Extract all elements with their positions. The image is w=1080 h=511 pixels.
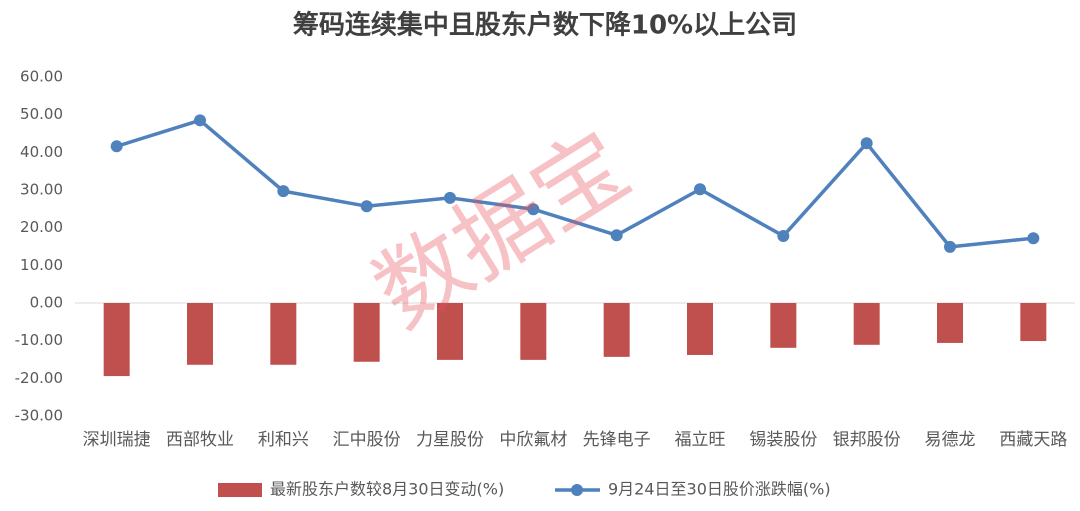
x-tick-label: 先锋电子 xyxy=(583,430,651,450)
line xyxy=(116,118,1034,249)
line-point xyxy=(944,240,956,253)
x-tick-label: 中欣氟材 xyxy=(499,430,567,450)
x-tick-label: 利和兴 xyxy=(258,430,309,450)
y-tick-label: 40.00 xyxy=(20,143,63,161)
line-point xyxy=(360,200,373,213)
bar xyxy=(853,303,880,345)
line-point xyxy=(277,185,290,198)
line-point xyxy=(194,114,206,127)
x-tick-label: 易德龙 xyxy=(925,430,976,450)
bar xyxy=(687,303,713,355)
x-tick-label: 西部牧业 xyxy=(166,430,234,450)
bar xyxy=(353,303,380,362)
bar xyxy=(103,303,130,377)
x-tick-label: 西藏天路 xyxy=(999,430,1067,450)
bar xyxy=(770,303,797,348)
x-tick-label: 银邦股份 xyxy=(833,430,901,450)
line-point xyxy=(777,229,790,242)
x-tick-label: 深圳瑞捷 xyxy=(83,430,151,450)
legend-label: 最新股东户数较8月30日变动(%) xyxy=(270,480,504,499)
line-point xyxy=(110,140,123,153)
line-point xyxy=(610,229,623,242)
chart-title: 筹码连续集中且股东户数下降10%以上公司 xyxy=(293,10,797,41)
line-point xyxy=(694,183,706,196)
y-tick-label: 10.00 xyxy=(20,256,63,274)
bar xyxy=(437,303,463,360)
legend-label: 9月24日至30日股价涨跌幅(%) xyxy=(608,480,831,499)
y-tick-label: 20.00 xyxy=(20,218,63,236)
x-tick-label: 福立旺 xyxy=(675,430,726,450)
y-tick-label: 50.00 xyxy=(20,105,63,123)
x-tick-label: 锡装股份 xyxy=(749,430,817,450)
bar xyxy=(603,303,630,357)
bar xyxy=(937,303,963,343)
bar xyxy=(270,303,297,365)
line-point xyxy=(860,137,873,150)
legend-swatch xyxy=(571,484,583,496)
line-point xyxy=(527,203,540,216)
bar xyxy=(1020,303,1047,342)
y-tick-label: 60.00 xyxy=(20,68,63,86)
y-tick-label: -20.00 xyxy=(15,369,63,387)
y-tick-label: 0.00 xyxy=(30,294,63,312)
y-tick-label: -10.00 xyxy=(15,331,63,349)
legend-swatch xyxy=(218,483,262,497)
line-point xyxy=(444,191,456,204)
line-point xyxy=(1027,232,1040,245)
bar xyxy=(520,303,547,360)
y-tick-label: 30.00 xyxy=(20,181,63,199)
x-tick-label: 汇中股份 xyxy=(333,430,401,450)
y-tick-label: -30.00 xyxy=(15,407,63,425)
x-tick-label: 力星股份 xyxy=(416,430,484,450)
bar xyxy=(187,303,213,365)
